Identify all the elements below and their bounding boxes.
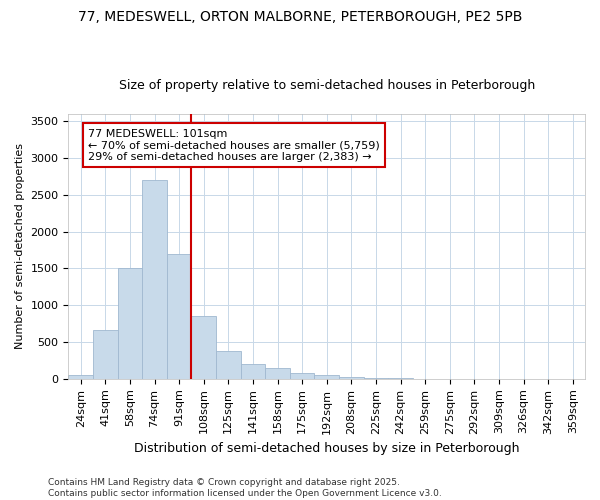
Bar [265,368,290,379]
Bar [339,378,364,379]
Bar [142,180,167,379]
Bar [68,375,93,379]
Y-axis label: Number of semi-detached properties: Number of semi-detached properties [15,144,25,350]
Bar [364,378,388,379]
Bar [290,373,314,379]
Bar [216,351,241,379]
Bar [118,268,142,379]
Bar [167,254,191,379]
Bar [191,316,216,379]
Text: 77 MEDESWELL: 101sqm
← 70% of semi-detached houses are smaller (5,759)
29% of se: 77 MEDESWELL: 101sqm ← 70% of semi-detac… [88,128,380,162]
Text: Contains HM Land Registry data © Crown copyright and database right 2025.
Contai: Contains HM Land Registry data © Crown c… [48,478,442,498]
Text: 77, MEDESWELL, ORTON MALBORNE, PETERBOROUGH, PE2 5PB: 77, MEDESWELL, ORTON MALBORNE, PETERBORO… [78,10,522,24]
Bar [241,364,265,379]
Bar [314,375,339,379]
Title: Size of property relative to semi-detached houses in Peterborough: Size of property relative to semi-detach… [119,79,535,92]
Bar [93,330,118,379]
X-axis label: Distribution of semi-detached houses by size in Peterborough: Distribution of semi-detached houses by … [134,442,520,455]
